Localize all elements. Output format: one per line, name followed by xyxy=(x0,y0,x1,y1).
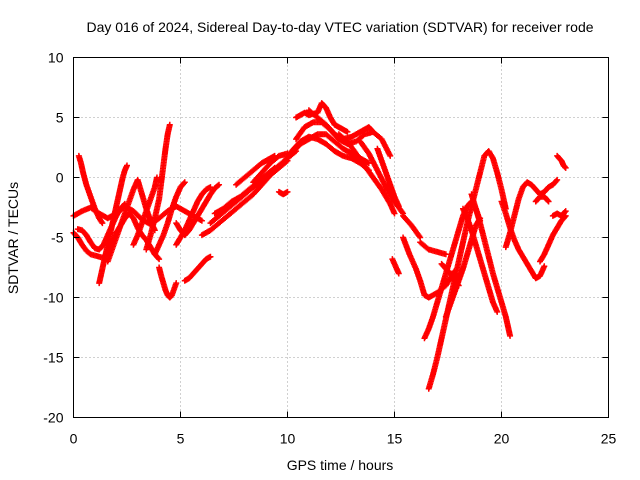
data-point xyxy=(395,270,402,277)
data-point xyxy=(451,268,458,275)
data-point xyxy=(155,255,162,262)
x-tick-label: 20 xyxy=(494,431,510,447)
chart-title: Day 016 of 2024, Sidereal Day-to-day VTE… xyxy=(86,19,593,35)
data-point xyxy=(198,217,205,224)
data-point xyxy=(166,121,173,128)
data-point xyxy=(544,197,551,204)
data-point xyxy=(395,203,402,210)
series-arc-40 xyxy=(498,198,548,282)
series-arc-25 xyxy=(335,131,398,217)
y-tick-label: -5 xyxy=(51,230,64,246)
data-point xyxy=(455,282,462,289)
data-point xyxy=(507,332,514,339)
y-tick-label: -10 xyxy=(43,290,63,306)
data-point xyxy=(216,181,223,188)
x-tick-label: 0 xyxy=(70,431,78,447)
x-tick-label: 5 xyxy=(177,431,185,447)
data-point xyxy=(562,208,569,215)
data-point xyxy=(387,152,394,159)
data-point xyxy=(99,220,106,227)
y-tick-label: 0 xyxy=(56,170,64,186)
data-point xyxy=(271,164,278,171)
data-point xyxy=(541,263,548,270)
data-point xyxy=(545,198,552,205)
axis-ticks xyxy=(73,57,609,418)
tick-labels: 0 5 10 15 20 25 -20 -15 -10 -5 0 5 10 xyxy=(43,50,616,447)
series-arc-41 xyxy=(532,193,552,205)
series-arc-22 xyxy=(250,150,291,186)
series-arc-38 xyxy=(468,191,514,339)
data-point xyxy=(399,209,406,216)
data-point xyxy=(553,177,560,184)
series-arc-18 xyxy=(275,188,291,198)
series-arc-23 xyxy=(293,100,351,135)
data-point xyxy=(270,165,277,172)
data-point xyxy=(98,218,105,225)
data-point xyxy=(284,188,291,195)
series-arc-32 xyxy=(421,198,484,342)
series-arc-28 xyxy=(400,212,424,241)
series-arc-15 xyxy=(198,157,291,239)
data-point xyxy=(173,280,180,287)
series-arc-30 xyxy=(400,234,432,301)
data-point xyxy=(494,308,501,315)
y-axis-label: SDTVAR / TECUs xyxy=(5,182,21,294)
series-arc-07 xyxy=(130,174,160,248)
series-arc-39 xyxy=(502,176,561,251)
data-point xyxy=(554,176,561,183)
series-arc-33 xyxy=(425,148,509,392)
x-tick-label: 10 xyxy=(280,431,296,447)
data-point xyxy=(284,150,291,157)
series-arc-37 xyxy=(459,205,501,315)
series-arc-42 xyxy=(537,212,569,265)
y-tick-label: -15 xyxy=(43,350,63,366)
grid xyxy=(73,57,609,418)
x-axis-label: GPS time / hours xyxy=(287,457,394,473)
data-point xyxy=(391,210,398,217)
series-arc-27 xyxy=(374,145,402,210)
data-point xyxy=(207,253,214,260)
series-arc-13 xyxy=(181,253,214,284)
data-point xyxy=(156,256,163,263)
series-arc-44 xyxy=(554,152,569,171)
series-arc-31 xyxy=(417,239,449,258)
data-point xyxy=(454,281,461,288)
data-point xyxy=(369,127,376,134)
data-point xyxy=(416,233,423,240)
series-arc-08 xyxy=(143,121,173,253)
data-point xyxy=(180,180,187,187)
series-arc-16 xyxy=(211,164,278,217)
series-arc-17 xyxy=(233,152,278,188)
data-point xyxy=(207,184,214,191)
series-arc-12 xyxy=(173,184,214,248)
data-point xyxy=(562,164,569,171)
data-points xyxy=(70,100,569,392)
series-arc-09 xyxy=(151,179,188,258)
data-point xyxy=(442,251,449,258)
series-arc-43 xyxy=(549,208,569,219)
data-point xyxy=(344,128,351,135)
data-point xyxy=(561,209,568,216)
y-tick-label: 10 xyxy=(48,50,64,66)
series-arc-04 xyxy=(75,152,106,227)
data-point xyxy=(214,182,221,189)
data-point xyxy=(124,162,130,169)
series-arc-10 xyxy=(156,264,180,301)
series-arc-05 xyxy=(96,162,130,287)
data-point xyxy=(370,128,377,135)
y-tick-label: -20 xyxy=(43,410,63,426)
x-tick-label: 15 xyxy=(387,431,403,447)
series-arc-36 xyxy=(438,260,462,289)
data-point xyxy=(181,179,188,186)
series-arc-29 xyxy=(389,256,402,277)
x-tick-label: 25 xyxy=(601,431,617,447)
y-tick-label: 5 xyxy=(56,110,64,126)
